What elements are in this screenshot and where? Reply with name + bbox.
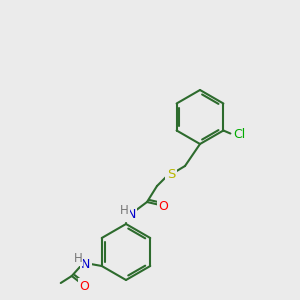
- Text: Cl: Cl: [233, 128, 246, 141]
- Text: H: H: [120, 203, 128, 217]
- Text: N: N: [81, 257, 90, 271]
- Text: O: O: [158, 200, 168, 212]
- Text: H: H: [74, 251, 82, 265]
- Text: O: O: [79, 280, 89, 292]
- Text: N: N: [126, 208, 136, 220]
- Text: S: S: [167, 167, 175, 181]
